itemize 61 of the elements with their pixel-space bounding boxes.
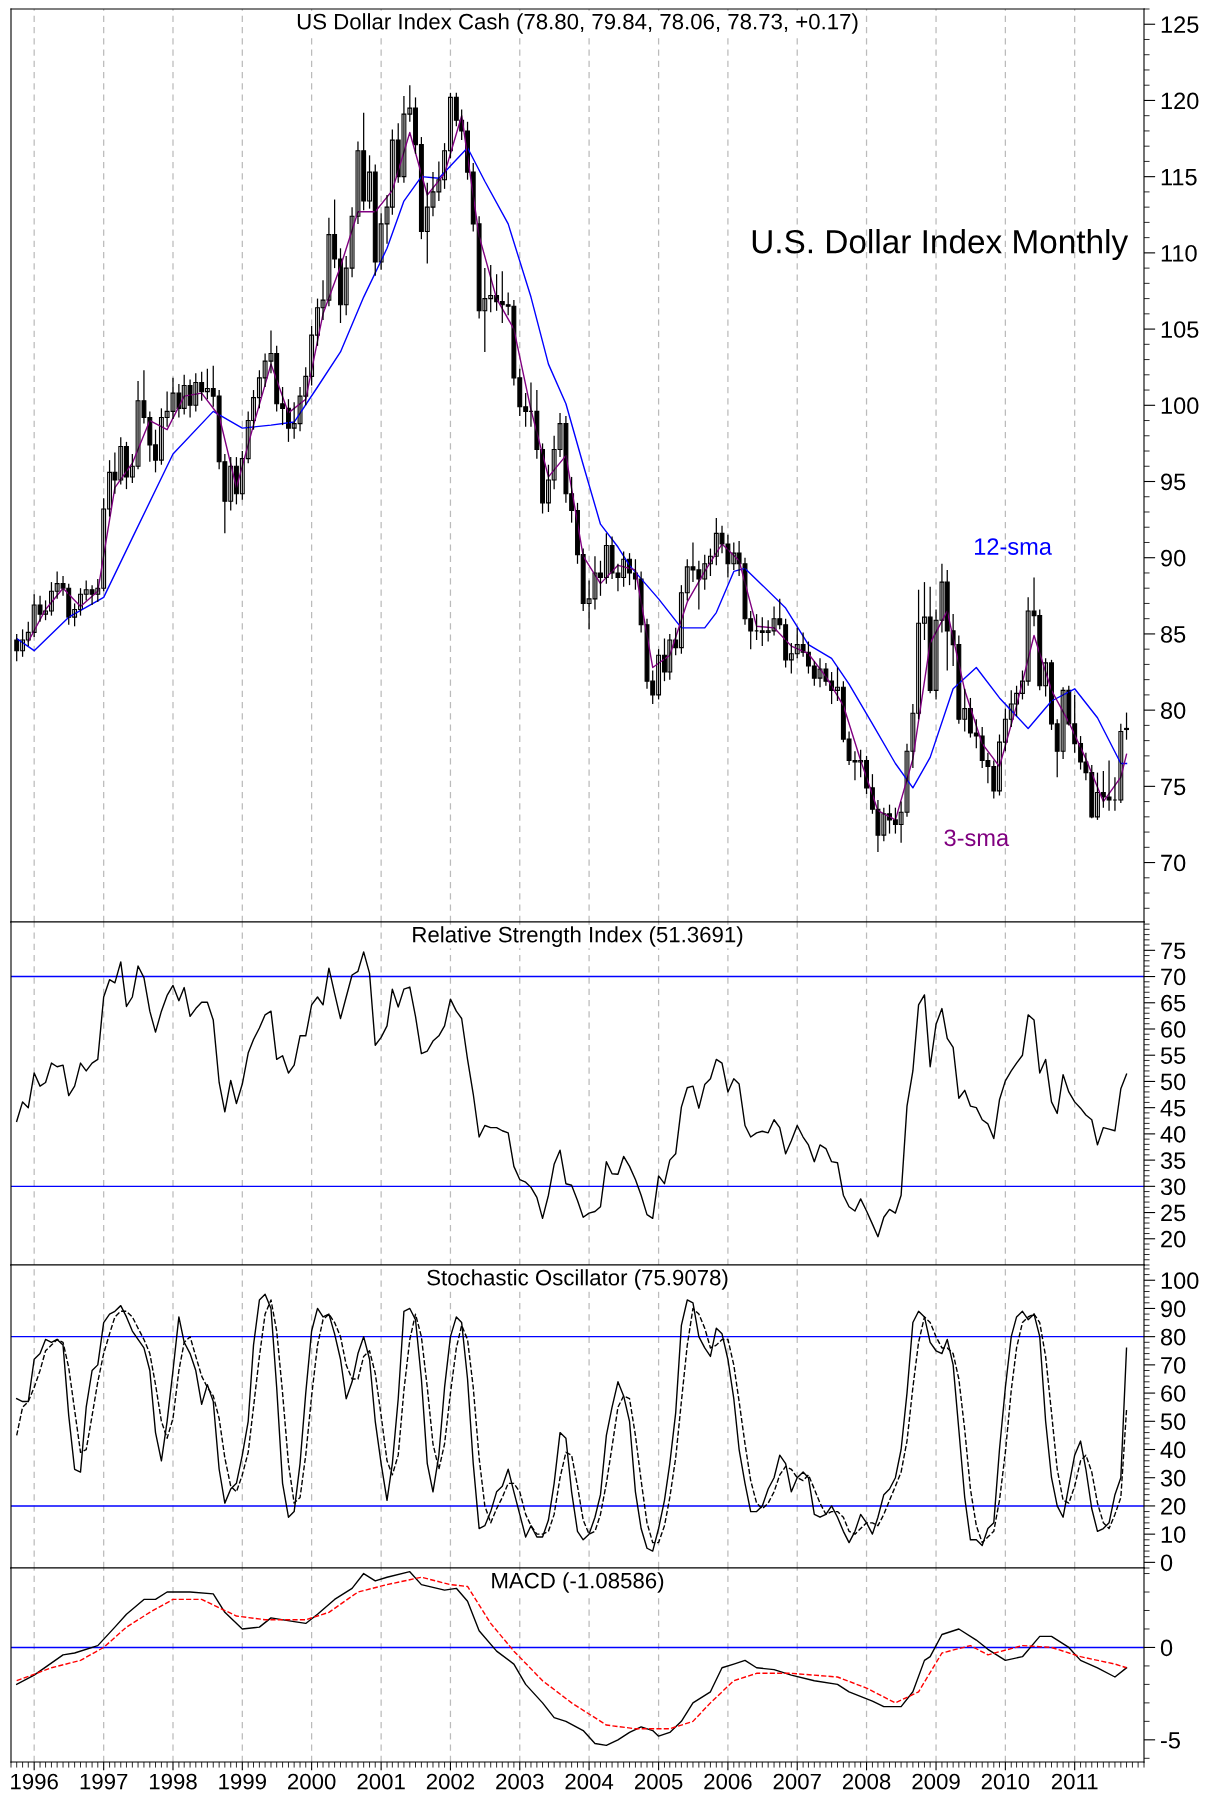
x-tick-label: 2001 <box>357 1773 405 1790</box>
y-tick-label: 75 <box>1161 778 1186 796</box>
y-tick-label: 100 <box>1161 397 1199 415</box>
x-tick-label: 1996 <box>11 1773 58 1790</box>
x-tick-label: 2003 <box>496 1773 544 1790</box>
x-tick-label: 2006 <box>704 1773 752 1790</box>
x-tick-label: 1997 <box>80 1773 128 1790</box>
y-tick-label: 80 <box>1161 702 1186 719</box>
text: 3-sma <box>944 829 1010 847</box>
x-tick-label: 2008 <box>842 1773 891 1790</box>
y-tick-label: 90 <box>1161 549 1186 567</box>
y-tick-label: 100 <box>1161 1272 1199 1290</box>
x-tick-label: 2000 <box>288 1773 336 1790</box>
y-tick-label: 40 <box>1160 1125 1186 1143</box>
y-tick-label: 25 <box>1161 1204 1186 1222</box>
y-tick-label: 60 <box>1161 1385 1186 1402</box>
y-tick-label: 60 <box>1161 1021 1186 1038</box>
y-tick-label: 65 <box>1161 994 1186 1012</box>
y-tick-label: 90 <box>1161 1300 1186 1318</box>
y-tick-label: 115 <box>1161 168 1197 186</box>
x-tick-label: 2005 <box>634 1773 683 1790</box>
y-tick-label: 95 <box>1161 473 1186 491</box>
chart-title: US Dollar Index Cash (78.80, 79.84, 78.06, 78.73, +0.17) <box>297 13 858 34</box>
y-tick-label: 70 <box>1161 1356 1186 1374</box>
text: 12-sma <box>975 538 1052 555</box>
y-tick-label: -5 <box>1161 1732 1180 1749</box>
x-tick-label: 2002 <box>426 1773 475 1790</box>
chart-title: MACD (-1.08586) <box>492 1572 664 1593</box>
y-tick-label: 20 <box>1161 1230 1186 1248</box>
y-tick-label: 30 <box>1160 1178 1186 1196</box>
x-tick-label: 1998 <box>149 1773 197 1790</box>
x-tick-label: 1999 <box>219 1773 266 1790</box>
x-tick-label: 2010 <box>981 1773 1030 1790</box>
y-tick-label: 10 <box>1161 1526 1186 1543</box>
y-tick-label: 55 <box>1160 1047 1186 1064</box>
chart-title: Relative Strength Index (51.3691) <box>413 926 743 947</box>
y-tick-label: 40 <box>1160 1441 1186 1459</box>
y-tick-label: 110 <box>1161 244 1197 262</box>
y-tick-label: 35 <box>1160 1152 1186 1169</box>
y-tick-label: 50 <box>1160 1413 1186 1431</box>
y-tick-label: 0 <box>1160 1639 1173 1657</box>
y-tick-label: 70 <box>1161 968 1186 986</box>
y-tick-label: 75 <box>1161 942 1186 960</box>
y-tick-label: 70 <box>1161 854 1186 872</box>
x-tick-label: 2011 <box>1051 1773 1098 1790</box>
y-tick-label: 120 <box>1161 92 1199 110</box>
x-tick-label: 2009 <box>912 1773 960 1790</box>
y-tick-label: 105 <box>1161 321 1199 338</box>
line-series <box>16 951 1128 1238</box>
y-tick-label: 50 <box>1160 1073 1186 1091</box>
chart-title: Stochastic Oscillator (75.9078) <box>427 1269 728 1290</box>
y-tick-label: 85 <box>1161 625 1186 643</box>
annotation: U.S. Dollar Index Monthly <box>752 229 1129 261</box>
y-tick-label: 0 <box>1160 1554 1173 1572</box>
y-tick-label: 80 <box>1161 1328 1186 1346</box>
x-tick-label: 2007 <box>773 1773 821 1790</box>
x-tick-label: 2004 <box>565 1773 614 1790</box>
y-tick-label: 125 <box>1161 16 1199 34</box>
y-tick-label: 45 <box>1160 1099 1186 1117</box>
y-tick-label: 20 <box>1161 1498 1186 1515</box>
y-tick-label: 30 <box>1160 1469 1186 1487</box>
